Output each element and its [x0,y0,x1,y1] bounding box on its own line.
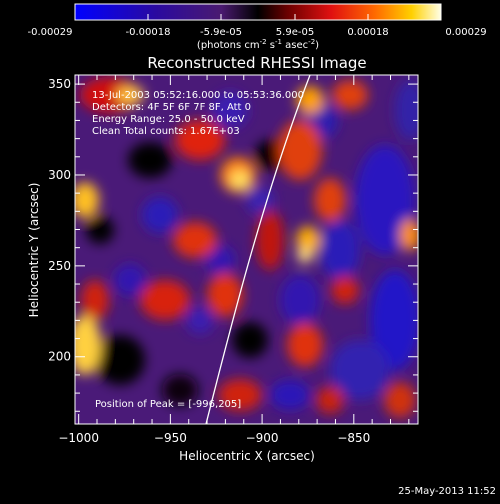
y-axis-ticks [75,83,418,412]
colorbar-tick-label: 0.00018 [347,27,388,38]
x-tick-label: −950 [154,431,187,445]
x-axis-tick-labels: −1000 −950 −900 −850 [58,431,370,445]
y-tick-label: 200 [48,350,71,364]
x-axis-label: Heliocentric X (arcsec) [179,449,315,463]
y-tick-label: 350 [48,77,71,91]
colorbar [74,3,442,21]
x-tick-label: −850 [337,431,370,445]
annotation-line: Detectors: 4F 5F 6F 7F 8F, Att 0 [92,102,251,113]
y-tick-label: 250 [48,259,71,273]
colorbar-tick-labels: -0.00029 -0.00018 -5.9e-05 5.9e-05 0.000… [28,27,487,38]
colorbar-units: (photons cm-2 s-1 asec-2) [197,38,319,51]
x-tick-label: −900 [246,431,279,445]
y-axis-label: Heliocentric Y (arcsec) [27,183,41,318]
colorbar-ticks [74,14,442,20]
annotation-block: 13-Jul-2003 05:52:16.000 to 05:53:36.000… [92,90,304,137]
annotation-line: 13-Jul-2003 05:52:16.000 to 05:53:36.000 [92,90,304,101]
solar-limb [205,75,311,424]
peak-position-label: Position of Peak = [-996,205] [95,399,241,410]
colorbar-tick-label: -0.00018 [126,27,171,38]
colorbar-tick-label: -0.00029 [28,27,73,38]
annotation-line: Energy Range: 25.0 - 50.0 keV [92,114,245,125]
colorbar-tick-label: -5.9e-05 [200,27,242,38]
x-axis-ticks [78,75,410,424]
colorbar-tick-label: 5.9e-05 [276,27,314,38]
plot-title: Reconstructed RHESSI Image [147,54,366,72]
annotation-line: Clean Total counts: 1.67E+03 [92,126,240,137]
colorbar-tick-label: 0.00029 [445,27,486,38]
x-tick-label: −1000 [58,431,99,445]
y-tick-label: 300 [48,168,71,182]
footer-timestamp: 25-May-2013 11:52 [398,486,496,497]
y-axis-tick-labels: 200 250 300 350 [48,77,71,364]
rhessi-image [75,75,418,424]
plot-frame [74,74,419,425]
